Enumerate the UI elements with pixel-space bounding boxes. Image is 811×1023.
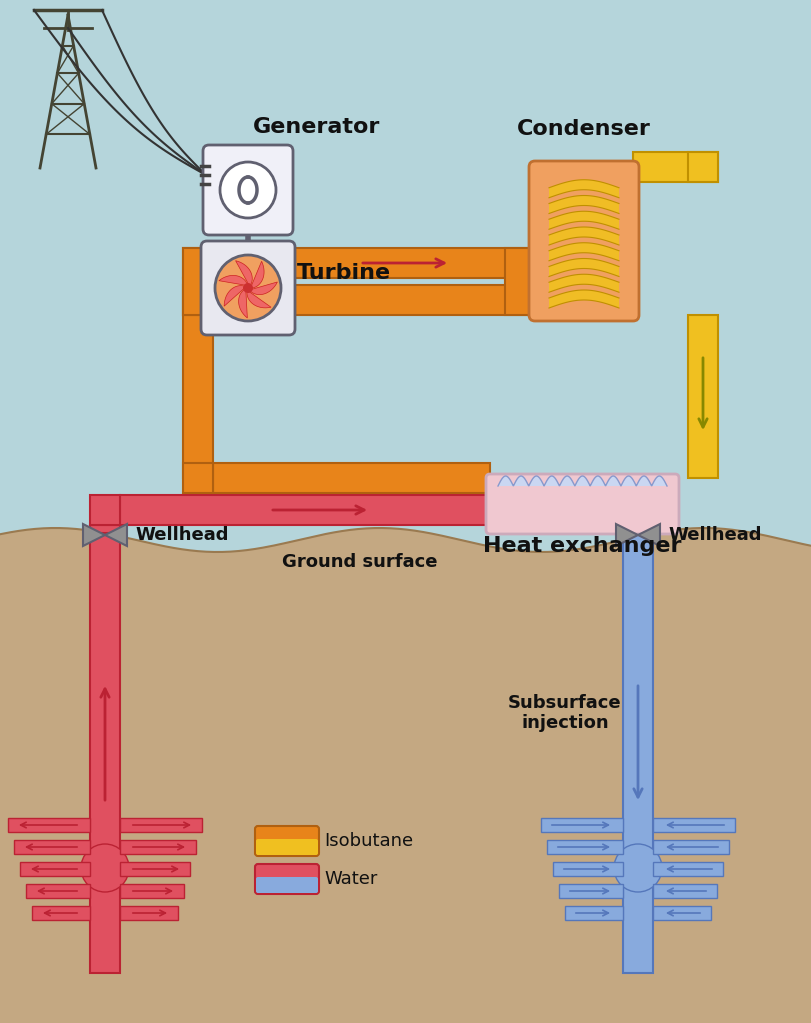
Text: Turbine: Turbine xyxy=(297,263,391,283)
Circle shape xyxy=(215,255,281,321)
Polygon shape xyxy=(251,261,264,288)
Bar xyxy=(653,862,723,876)
Polygon shape xyxy=(238,288,247,318)
Bar xyxy=(183,278,213,478)
Bar xyxy=(14,840,90,854)
Polygon shape xyxy=(219,275,247,285)
Bar xyxy=(633,152,718,182)
FancyBboxPatch shape xyxy=(255,864,319,894)
Bar xyxy=(505,248,535,315)
Bar xyxy=(120,906,178,920)
FancyBboxPatch shape xyxy=(486,474,679,534)
Circle shape xyxy=(81,844,129,892)
Text: Isobutane: Isobutane xyxy=(324,832,413,850)
Bar xyxy=(90,533,120,973)
Polygon shape xyxy=(105,524,127,546)
Bar xyxy=(90,495,120,525)
Circle shape xyxy=(220,162,276,218)
Text: Wellhead: Wellhead xyxy=(135,526,229,544)
Polygon shape xyxy=(616,524,638,546)
Polygon shape xyxy=(235,261,252,286)
Circle shape xyxy=(614,844,662,892)
FancyBboxPatch shape xyxy=(529,161,639,321)
Bar xyxy=(120,840,196,854)
Bar xyxy=(653,840,729,854)
Bar xyxy=(688,152,718,182)
FancyBboxPatch shape xyxy=(256,877,318,893)
Bar xyxy=(120,495,490,525)
Bar xyxy=(183,463,213,493)
Polygon shape xyxy=(224,285,246,306)
Bar xyxy=(541,818,623,832)
Bar xyxy=(120,818,202,832)
Polygon shape xyxy=(638,524,660,546)
FancyBboxPatch shape xyxy=(256,839,318,855)
Text: Heat exchanger: Heat exchanger xyxy=(483,536,681,555)
Text: Ground surface: Ground surface xyxy=(282,553,438,571)
Bar xyxy=(20,862,90,876)
Text: Generator: Generator xyxy=(253,117,380,137)
Bar xyxy=(213,463,490,493)
Text: Water: Water xyxy=(324,870,377,888)
Bar xyxy=(183,248,213,315)
Bar xyxy=(120,884,184,898)
Bar xyxy=(559,884,623,898)
Bar xyxy=(653,818,735,832)
Bar xyxy=(183,285,535,315)
Bar xyxy=(547,840,623,854)
Polygon shape xyxy=(247,291,271,308)
Polygon shape xyxy=(249,282,277,295)
Bar xyxy=(120,862,190,876)
Bar xyxy=(32,906,90,920)
Text: Wellhead: Wellhead xyxy=(668,526,762,544)
FancyBboxPatch shape xyxy=(203,145,293,235)
Bar xyxy=(26,884,90,898)
Polygon shape xyxy=(0,528,811,1023)
Bar xyxy=(8,818,90,832)
Bar xyxy=(653,884,717,898)
FancyBboxPatch shape xyxy=(201,241,295,335)
Circle shape xyxy=(243,283,253,293)
Bar xyxy=(183,248,535,278)
Polygon shape xyxy=(83,524,105,546)
Bar xyxy=(553,862,623,876)
Bar xyxy=(653,906,711,920)
Bar xyxy=(688,315,718,478)
Bar xyxy=(565,906,623,920)
Bar xyxy=(623,533,653,973)
Text: Subsurface
injection: Subsurface injection xyxy=(508,694,622,732)
FancyBboxPatch shape xyxy=(255,826,319,856)
Text: Condenser: Condenser xyxy=(517,119,651,139)
Bar xyxy=(90,525,120,533)
